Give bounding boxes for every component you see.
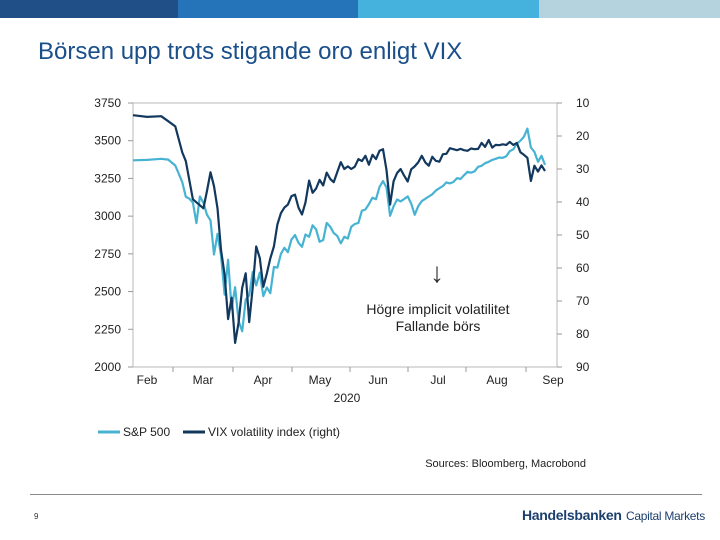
month-label: Aug: [486, 373, 507, 387]
month-label: Sep: [542, 373, 564, 387]
left-axis-tick-label: 3750: [94, 96, 121, 110]
annotation-line1: Högre implicit volatilitet: [366, 301, 509, 317]
left-axis-tick-label: 2750: [94, 247, 121, 261]
footer-divider: [30, 494, 702, 495]
right-axis-tick-label: 30: [576, 162, 590, 176]
year-label: 2020: [334, 391, 361, 405]
top-bar-segment: [0, 0, 178, 18]
slide-title: Börsen upp trots stigande oro enligt VIX: [38, 38, 463, 65]
brand-name: Handelsbanken: [522, 507, 622, 523]
right-axis-tick-label: 20: [576, 129, 590, 143]
month-label: Jun: [368, 373, 387, 387]
legend-label-vix: VIX volatility index (right): [208, 425, 340, 439]
right-axis-tick-label: 60: [576, 261, 590, 275]
month-label: Feb: [137, 373, 158, 387]
right-axis-tick-label: 50: [576, 228, 590, 242]
top-bar-segment: [539, 0, 720, 18]
brand-subtitle: Capital Markets: [626, 509, 705, 523]
month-label: May: [309, 373, 332, 387]
right-axis-tick-label: 10: [576, 96, 590, 110]
month-label: Jul: [430, 373, 445, 387]
annotation-arrow: ↓: [430, 257, 444, 288]
left-axis-tick-label: 3500: [94, 134, 121, 148]
sp500-line: [132, 127, 547, 333]
right-axis-tick-label: 70: [576, 294, 590, 308]
vix-line: [132, 114, 546, 344]
right-axis-tick-label: 90: [576, 360, 590, 374]
top-bar-segment: [358, 0, 539, 18]
plot-frame: [132, 102, 558, 368]
right-axis-tick-label: 80: [576, 327, 590, 341]
right-axis-tick-label: 40: [576, 195, 590, 209]
left-axis-tick-label: 2500: [94, 285, 121, 299]
left-axis-tick-label: 3250: [94, 171, 121, 185]
month-label: Mar: [193, 373, 214, 387]
left-axis-tick-label: 2000: [94, 360, 121, 374]
source-note: Sources: Bloomberg, Macrobond: [425, 458, 586, 470]
page-number: 9: [34, 512, 39, 521]
brand-logo: Handelsbanken Capital Markets: [522, 507, 705, 525]
legend-label-sp500: S&P 500: [123, 425, 170, 439]
annotation-line2: Fallande börs: [396, 318, 481, 334]
left-axis-tick-label: 2250: [94, 322, 121, 336]
top-color-bar: [0, 0, 720, 18]
left-axis-tick-label: 3000: [94, 209, 121, 223]
top-bar-segment: [178, 0, 358, 18]
month-label: Apr: [254, 373, 273, 387]
